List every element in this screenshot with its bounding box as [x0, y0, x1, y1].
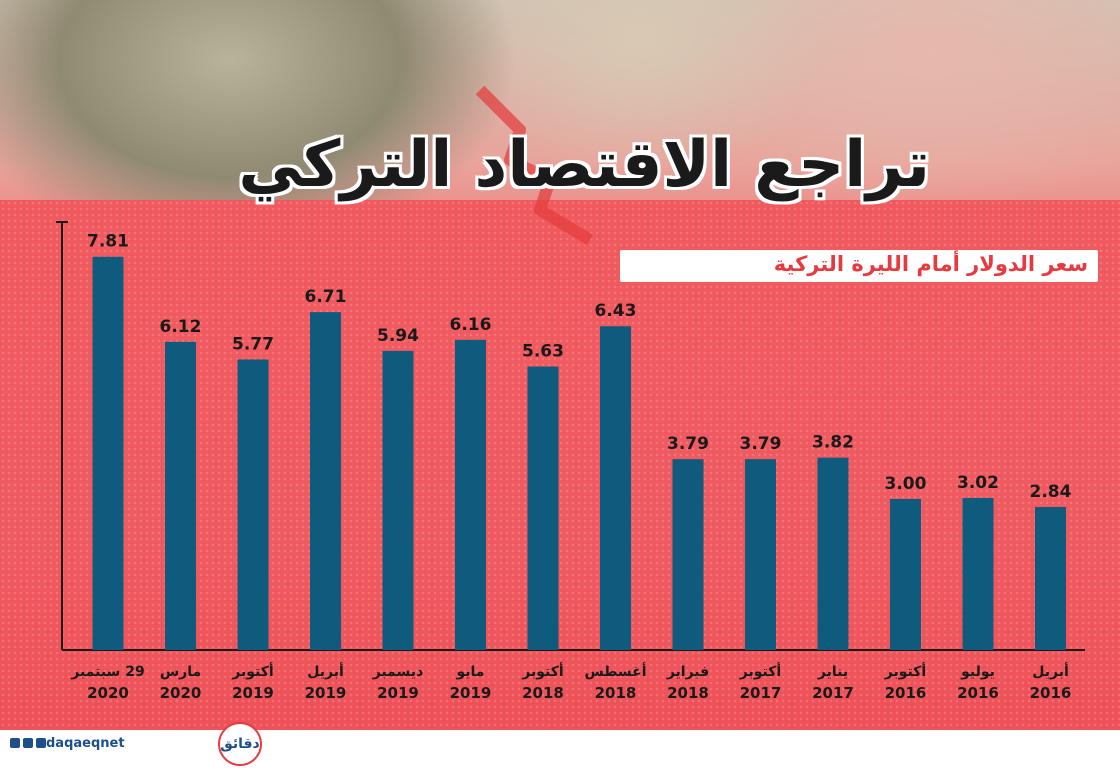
bar-chart: 7.81 29 سبتمبر 2020 6.12 مارس 2020 5.77 أكتوبر 2…: [56, 221, 1085, 702]
data-label: 6.71: [305, 287, 347, 307]
x-tick-year: 2020: [87, 684, 129, 702]
instagram-icon[interactable]: [23, 738, 33, 748]
x-tick-year: 2016: [1030, 684, 1072, 702]
bar: [962, 497, 994, 650]
social-icons: [10, 738, 46, 748]
data-label: 6.16: [450, 315, 492, 335]
x-tick-month: فبراير: [666, 664, 709, 680]
x-tick-year: 2019: [305, 684, 347, 702]
bar: [237, 359, 269, 650]
x-tick-month: أغسطس: [584, 662, 646, 680]
data-label: 5.94: [377, 326, 419, 346]
data-label: 3.79: [667, 434, 709, 454]
x-tick-year: 2018: [667, 684, 709, 702]
data-label: 5.77: [232, 334, 274, 354]
x-tick-year: 2017: [812, 684, 854, 702]
page-title: تراجع الاقتصاد التركي: [238, 128, 930, 202]
x-tick-year: 2019: [377, 684, 419, 702]
x-tick-month: أكتوبر: [521, 662, 563, 680]
x-tick-year: 2018: [595, 684, 637, 702]
data-label: 3.82: [812, 433, 854, 453]
bar: [890, 498, 921, 650]
x-tick-month: مايو: [456, 664, 485, 680]
data-label: 6.43: [595, 301, 637, 321]
data-label: 3.02: [957, 473, 999, 493]
x-tick-month: أبريل: [1032, 662, 1069, 680]
x-tick-month: ديسمبر: [372, 664, 424, 680]
chart-subtitle: سعر الدولار أمام الليرة التركية: [773, 252, 1088, 276]
data-label: 2.84: [1030, 482, 1072, 502]
x-tick-month: 29 سبتمبر: [70, 664, 144, 680]
bar: [745, 459, 776, 650]
bar: [92, 256, 124, 650]
data-label: 7.81: [87, 232, 129, 252]
subtitle-box: سعر الدولار أمام الليرة التركية: [620, 250, 1098, 282]
x-tick-year: 2020: [160, 684, 202, 702]
data-label: 3.79: [740, 434, 782, 454]
bar: [455, 339, 486, 650]
x-tick-month: مارس: [160, 664, 201, 680]
data-label: 5.63: [522, 342, 564, 362]
brand-logo: دقائق: [218, 722, 262, 766]
x-tick-month: يوليو: [960, 664, 995, 680]
logo-text: دقائق: [220, 736, 260, 752]
x-tick-year: 2019: [232, 684, 274, 702]
social-handle[interactable]: daqaeqnet: [46, 736, 125, 751]
twitter-icon[interactable]: [36, 738, 46, 748]
bar: [310, 312, 341, 650]
x-tick-month: يناير: [817, 664, 848, 680]
x-tick-year: 2017: [740, 684, 782, 702]
bar: [165, 341, 196, 650]
bar: [527, 366, 559, 650]
data-label: 3.00: [885, 474, 927, 494]
bar: [1035, 506, 1066, 650]
x-tick-month: أكتوبر: [884, 662, 926, 680]
x-tick-month: أبريل: [307, 662, 344, 680]
x-tick-month: أكتوبر: [739, 662, 781, 680]
bar: [817, 457, 849, 650]
x-tick-month: أكتوبر: [231, 662, 273, 680]
facebook-icon[interactable]: [10, 738, 20, 748]
falling-arrow-icon: [475, 85, 594, 246]
data-label: 6.12: [160, 317, 202, 337]
bar: [382, 350, 414, 650]
x-tick-year: 2016: [885, 684, 927, 702]
x-tick-year: 2019: [450, 684, 492, 702]
x-tick-year: 2018: [522, 684, 564, 702]
bar: [600, 326, 631, 650]
bar: [672, 459, 704, 650]
footer-bar: [0, 730, 1120, 770]
x-tick-year: 2016: [957, 684, 999, 702]
